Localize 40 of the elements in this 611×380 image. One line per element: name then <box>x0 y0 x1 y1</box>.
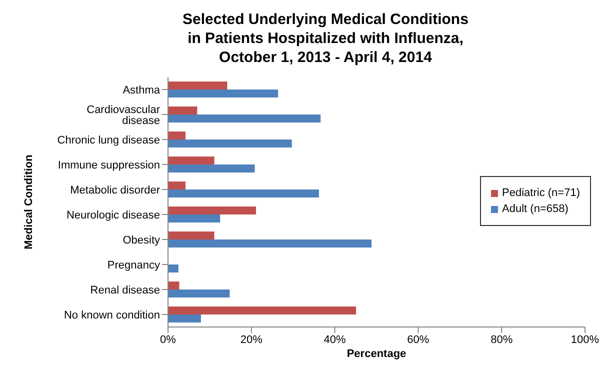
bar <box>168 82 228 90</box>
y-tick-label: Neurologic disease <box>66 209 160 222</box>
bar <box>168 106 198 114</box>
bar <box>168 114 321 122</box>
y-tick-label: Obesity <box>122 234 160 246</box>
bar <box>168 290 230 298</box>
legend-label: Pediatric (n=71) <box>502 187 580 199</box>
bar <box>168 264 178 272</box>
y-tick-label: Renal disease <box>90 284 160 296</box>
bar <box>168 306 356 314</box>
x-tick-label: 80% <box>490 334 513 346</box>
bar <box>168 240 372 248</box>
x-tick-label: 100% <box>570 334 600 346</box>
y-axis-title: Medical Condition <box>22 154 35 250</box>
y-tick-label: No known condition <box>64 309 160 322</box>
bar <box>168 90 278 98</box>
bar <box>168 156 214 164</box>
bar <box>168 182 186 190</box>
x-tick-label: 0% <box>160 334 176 346</box>
bar <box>168 282 180 290</box>
y-tick-label: Immune suppression <box>58 159 160 172</box>
x-tick-label: 60% <box>407 334 430 346</box>
bar <box>168 132 186 140</box>
x-tick-label: 40% <box>324 334 346 346</box>
bar <box>168 314 201 322</box>
bar <box>168 232 214 240</box>
bar <box>168 190 319 198</box>
chart-title: Selected Underlying Medical Conditions in Patients Hospitalized with Influenza, October 1, 2013 - April 4, 2014 <box>182 10 470 67</box>
bar <box>168 206 256 214</box>
bar <box>168 140 292 148</box>
y-tick-label: Cardiovascular disease <box>86 104 160 127</box>
y-tick-label: Metabolic disorder <box>70 184 160 196</box>
y-tick-label: Pregnancy <box>107 259 160 272</box>
bar <box>168 214 220 222</box>
bar <box>168 164 255 172</box>
x-axis-title: Percentage <box>346 348 406 360</box>
y-tick-label: Chronic lung disease <box>57 134 160 146</box>
legend-label: Adult (n=658) <box>502 203 568 215</box>
x-tick-label: 20% <box>240 334 263 346</box>
y-tick-label: Asthma <box>122 84 161 96</box>
